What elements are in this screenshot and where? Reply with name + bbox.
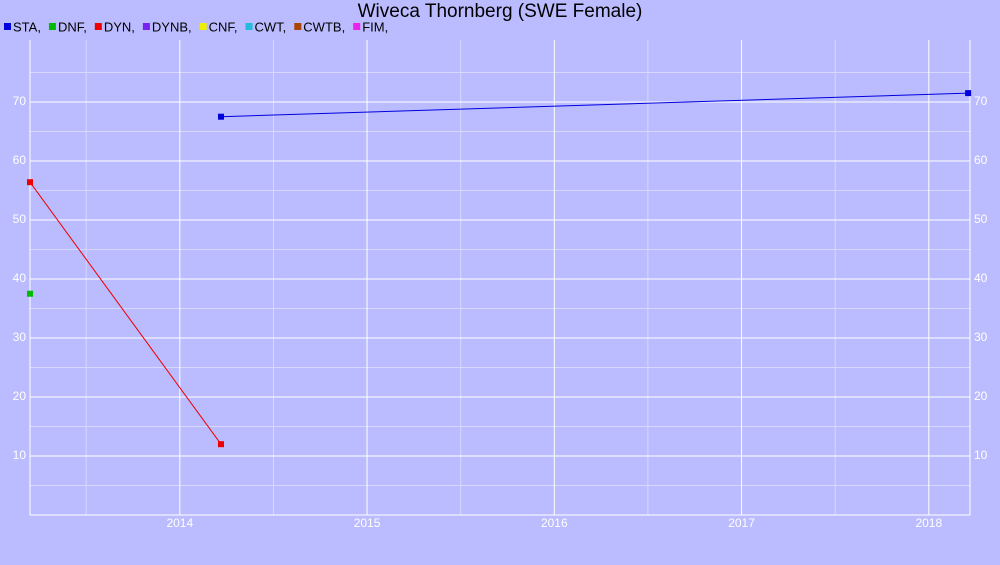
y-tick-label: 10	[13, 448, 27, 462]
data-point	[217, 113, 224, 120]
series-line	[29, 181, 222, 445]
y-tick-label: 70	[13, 94, 27, 108]
y-tick-label: 20	[13, 389, 27, 403]
legend-swatch	[142, 23, 150, 30]
x-tick-label: 2016	[541, 516, 568, 530]
x-tick-label: 2017	[728, 516, 755, 530]
y2-tick-label: 60	[974, 153, 988, 167]
x-tick-label: 2015	[354, 516, 381, 530]
legend-swatch	[245, 23, 253, 30]
y2-tick-label: 20	[974, 389, 988, 403]
legend-label: CWT,	[255, 19, 287, 34]
legend-label: STA,	[13, 19, 41, 34]
legend-label: DNF,	[58, 19, 87, 34]
y2-tick-label: 40	[974, 271, 988, 285]
data-point	[27, 179, 33, 186]
y-tick-label: 30	[13, 330, 27, 344]
legend-swatch	[353, 23, 361, 30]
y2-tick-label: 10	[974, 448, 988, 462]
legend-swatch	[94, 23, 102, 30]
y-tick-label: 40	[13, 271, 27, 285]
x-tick-label: 2014	[166, 516, 193, 530]
y2-tick-label: 70	[974, 94, 988, 108]
legend-label: DYN,	[104, 19, 135, 34]
y-tick-label: 50	[13, 212, 27, 226]
legend-label: CNF,	[209, 19, 238, 34]
legend-label: DYNB,	[152, 19, 192, 34]
series-line	[220, 92, 969, 118]
data-point	[965, 90, 972, 97]
legend-swatch	[199, 23, 207, 30]
y-tick-label: 60	[13, 153, 27, 167]
y2-tick-label: 30	[974, 330, 988, 344]
legend-swatch	[48, 23, 56, 30]
data-point	[217, 441, 224, 448]
legend-label: FIM,	[362, 19, 388, 34]
legend-label: CWTB,	[303, 19, 345, 34]
data-point	[27, 290, 33, 297]
chart-title: Wiveca Thornberg (SWE Female)	[358, 1, 643, 22]
legend-swatch	[294, 23, 302, 30]
y2-tick-label: 50	[974, 212, 988, 226]
x-tick-label: 2018	[915, 516, 942, 530]
legend-swatch	[4, 23, 11, 30]
